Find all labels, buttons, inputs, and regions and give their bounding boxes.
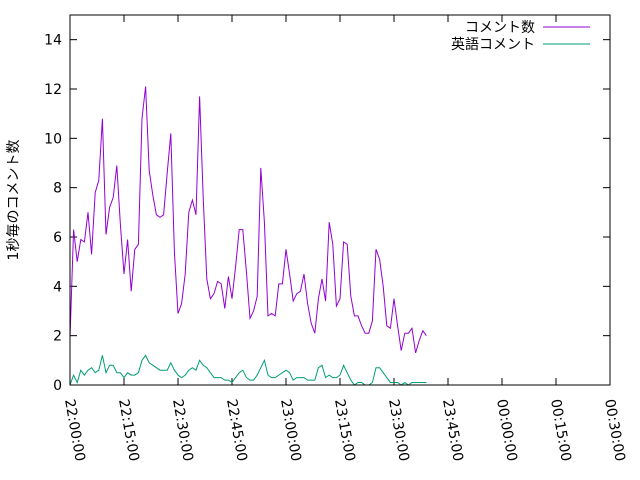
x-tick-label: 00:00:00	[493, 398, 520, 463]
legend-label-1: コメント数	[465, 20, 535, 36]
y-tick-label: 2	[53, 329, 62, 345]
series-line-2	[69, 354, 427, 386]
y-tick-label: 14	[44, 33, 62, 49]
x-tick-label: 23:30:00	[385, 398, 412, 463]
y-tick-label: 8	[53, 181, 62, 197]
x-tick-labels: 22:00:00 22:15:00 22:30:00 22:45:00 23:00:00…	[61, 398, 628, 463]
x-tick-label: 22:15:00	[115, 398, 142, 463]
y-tick-label: 12	[44, 82, 62, 98]
y-tick-label: 4	[53, 279, 62, 295]
x-tick-label: 00:15:00	[547, 398, 574, 463]
y-tick-label: 0	[53, 378, 62, 394]
y-axis-label: 1秒毎のコメント数	[6, 140, 22, 261]
x-tick-label: 22:30:00	[169, 398, 196, 463]
y-tick-labels: 0 2 4 6 8 10 12 14	[44, 33, 62, 394]
x-tick-label: 23:15:00	[331, 398, 358, 463]
y-tick-label: 6	[53, 230, 62, 246]
x-tick-label: 22:45:00	[223, 398, 250, 463]
x-tick-label: 22:00:00	[61, 398, 88, 463]
tick-marks	[69, 15, 611, 386]
plot-border	[69, 14, 611, 386]
series-line-1	[69, 86, 427, 354]
x-tick-label: 00:30:00	[601, 398, 628, 463]
y-tick-label: 10	[44, 131, 62, 147]
x-tick-label: 23:45:00	[439, 398, 466, 463]
series	[69, 86, 427, 386]
legend-label-2: 英語コメント	[451, 36, 535, 53]
x-tick-label: 23:00:00	[277, 398, 304, 463]
